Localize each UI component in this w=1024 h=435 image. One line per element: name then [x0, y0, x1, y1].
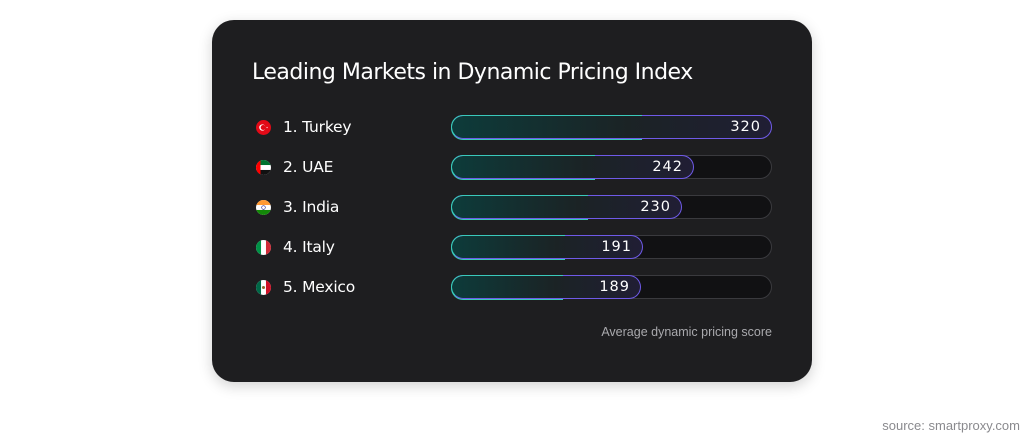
category-label: 4. Italy: [283, 238, 335, 256]
bar-highlight: [450, 154, 596, 180]
bar-highlight: [450, 274, 564, 300]
india-flag-icon: [256, 200, 271, 215]
category-label: 2. UAE: [283, 158, 334, 176]
category-label: 1. Turkey: [283, 118, 352, 136]
uae-flag-icon: [256, 160, 271, 175]
chart-title: Leading Markets in Dynamic Pricing Index: [252, 60, 693, 85]
axis-caption: Average dynamic pricing score: [601, 325, 772, 339]
chart-card: Leading Markets in Dynamic Pricing Index…: [212, 20, 812, 382]
italy-flag-icon: [256, 240, 271, 255]
data-label: 320: [730, 119, 761, 135]
bar: 230: [450, 194, 682, 220]
mexico-flag-icon: [256, 280, 271, 295]
bar-highlight: [450, 234, 565, 260]
bar-row: 3. India 230: [212, 194, 812, 220]
bar: 242: [450, 154, 694, 180]
bar-row: 1. Turkey 320: [212, 114, 812, 140]
data-label: 191: [601, 239, 632, 255]
bar-row: 4. Italy 191: [212, 234, 812, 260]
category-label: 3. India: [283, 198, 340, 216]
bar-row: 5. Mexico 189: [212, 274, 812, 300]
bar: 191: [450, 234, 643, 260]
category-label: 5. Mexico: [283, 278, 356, 296]
data-label: 189: [599, 279, 630, 295]
turkey-flag-icon: [256, 120, 271, 135]
source-credit: source: smartproxy.com: [882, 418, 1020, 433]
data-label: 230: [640, 199, 671, 215]
bar-highlight: [450, 194, 588, 220]
bar-row: 2. UAE 242: [212, 154, 812, 180]
bar: 189: [450, 274, 641, 300]
bar: 320: [450, 114, 772, 140]
bar-highlight: [450, 114, 642, 140]
data-label: 242: [652, 159, 683, 175]
